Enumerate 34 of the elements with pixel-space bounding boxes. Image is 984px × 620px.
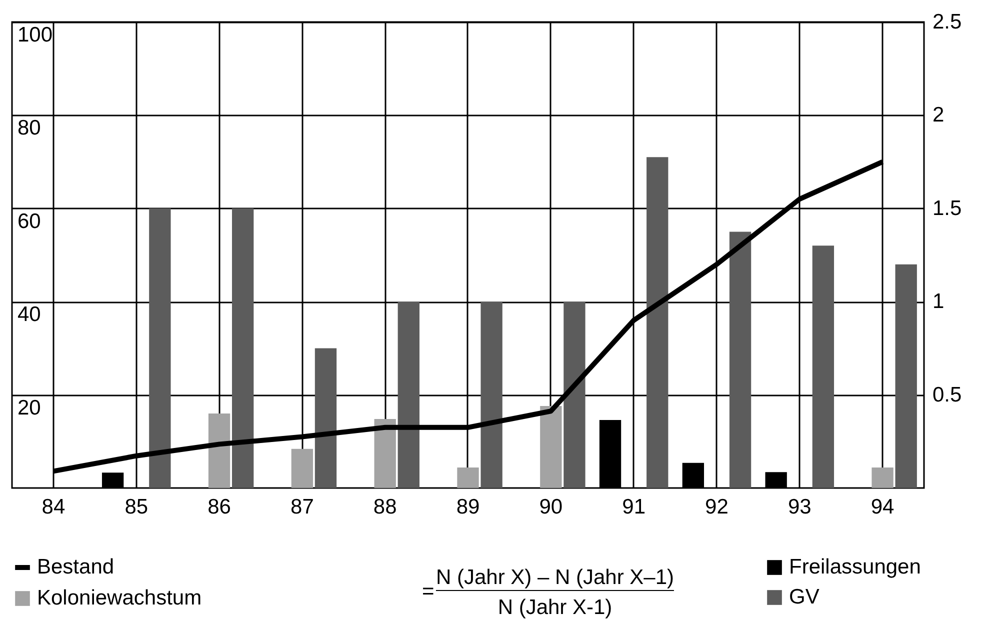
x-tick-label: 86 — [208, 496, 231, 518]
text: N (Jahr X) – N (Jahr X–1) — [436, 566, 674, 591]
x-tick-label: 85 — [124, 496, 148, 518]
legend-label: Koloniewachstum — [37, 586, 202, 610]
x-tick-label: 94 — [870, 496, 895, 518]
bar — [374, 419, 396, 488]
y2-tick-label: 1.5 — [932, 196, 962, 220]
legend-label: Freilassungen — [789, 556, 921, 578]
text: N (Jahr X-1) — [498, 596, 612, 620]
x-tick-label: 84 — [42, 496, 66, 518]
y-tick-label: 100 — [18, 24, 53, 46]
y2-tick-label: 2.5 — [932, 10, 962, 34]
bar — [540, 406, 562, 488]
text: = — [422, 580, 434, 604]
x-tick-label: 87 — [290, 496, 314, 518]
bar — [457, 467, 479, 488]
x-tick-label: 90 — [539, 496, 563, 518]
legend-label: GV — [789, 586, 820, 608]
y-tick-label: 40 — [18, 303, 41, 326]
y2-tick-label: 2 — [932, 104, 944, 127]
bar — [208, 413, 230, 488]
legend-label: Bestand — [37, 556, 114, 578]
y-tick-label: 80 — [18, 116, 41, 140]
y2-tick-label: 0.5 — [932, 383, 962, 406]
x-tick-label: 93 — [788, 496, 812, 518]
x-tick-label: 91 — [622, 496, 646, 518]
bar — [872, 467, 894, 488]
x-tick-label: 92 — [705, 496, 728, 518]
x-tick-label: 88 — [373, 496, 397, 518]
y2-tick-label: 1 — [932, 290, 944, 314]
y-tick-label: 20 — [18, 396, 41, 420]
y-tick-label: 60 — [18, 210, 41, 233]
bar — [291, 448, 314, 488]
x-tick-label: 89 — [456, 496, 480, 518]
